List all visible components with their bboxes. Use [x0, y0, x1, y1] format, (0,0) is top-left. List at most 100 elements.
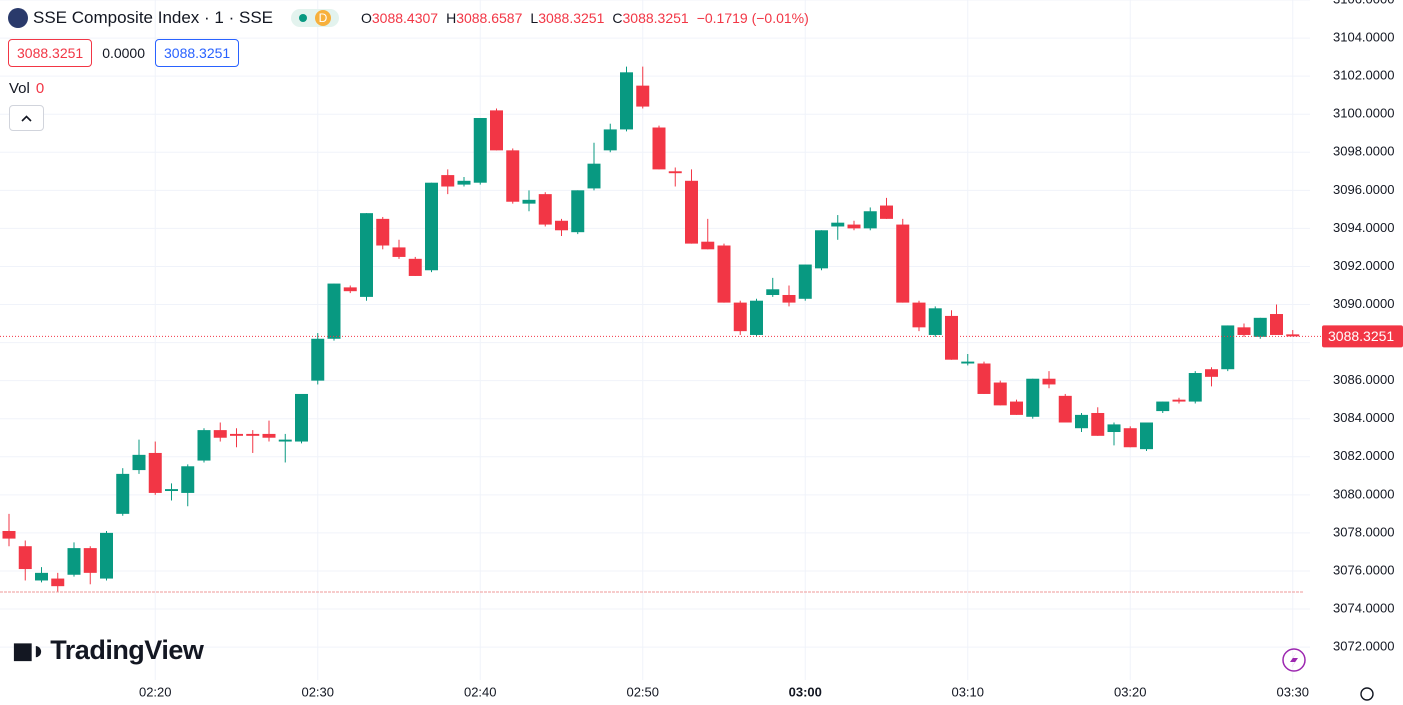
y-tick-label: 3100.0000: [1333, 106, 1394, 121]
candle-body: [1205, 369, 1218, 377]
candle-body: [831, 222, 845, 227]
value: 3088.3251: [622, 10, 689, 26]
candle-body: [506, 150, 520, 202]
candle-body: [230, 433, 243, 436]
y-tick-label: 3098.0000: [1333, 144, 1394, 159]
candle-body: [295, 393, 308, 442]
candle-body: [1188, 373, 1202, 402]
ohlc-close: C3088.3251: [612, 10, 688, 26]
candle-body: [490, 110, 503, 151]
candle-body: [343, 287, 357, 292]
candle-body: [1107, 424, 1121, 433]
candle-body: [555, 220, 568, 231]
logo: ◼◗ TradingView: [12, 635, 204, 666]
candle-body: [425, 182, 438, 271]
candle-body: [977, 363, 991, 394]
candle-body: [1156, 401, 1170, 412]
legend: SSE Composite Index · 1 · SSE D O3088.43…: [8, 8, 817, 28]
candle-body: [1026, 378, 1040, 417]
y-tick-label: 3086.0000: [1333, 372, 1394, 387]
candle-body: [408, 258, 422, 276]
candle-body: [100, 532, 113, 579]
candle-body: [1058, 395, 1072, 423]
price-boxes: 3088.3251 0.0000 3088.3251: [8, 39, 240, 67]
price-label: 3088.3251: [1328, 328, 1394, 344]
collapse-button[interactable]: [9, 105, 44, 131]
candle-body: [961, 361, 975, 364]
market-status[interactable]: D: [291, 9, 339, 27]
candle-body: [620, 72, 633, 130]
label: C: [612, 10, 623, 26]
candle-body: [1221, 325, 1235, 370]
ohlc-open: O3088.4307: [361, 10, 438, 26]
candle-body: [473, 117, 487, 183]
candle-body: [213, 430, 227, 438]
grid: [0, 0, 1310, 680]
candle-body: [538, 194, 552, 225]
value: 0: [35, 80, 45, 97]
y-tick-label: 3104.0000: [1333, 30, 1394, 45]
candle-body: [652, 127, 666, 170]
x-tick-label: 03:10: [951, 684, 984, 699]
candle-body: [782, 294, 796, 303]
candle-body: [1172, 399, 1186, 402]
settings-button[interactable]: [1360, 687, 1374, 701]
y-tick-label: 3078.0000: [1333, 524, 1394, 539]
label: H: [446, 10, 457, 26]
candle-body: [148, 452, 162, 493]
candle-body: [1123, 428, 1137, 448]
chevron: [21, 115, 32, 122]
whats-new-button: [1282, 648, 1306, 672]
candle-body: [1140, 422, 1153, 450]
candle-body: [2, 530, 16, 539]
change: −0.1719 (−0.01%): [696, 10, 809, 26]
y-tick-label: 3084.0000: [1333, 410, 1394, 425]
candle-body: [993, 382, 1007, 406]
y-tick-label: 3074.0000: [1333, 600, 1394, 615]
candle-body: [197, 430, 211, 461]
candle-body: [863, 211, 877, 229]
symbol-icon: [8, 8, 28, 28]
candle-body: [35, 572, 48, 581]
x-tick-label: 02:40: [464, 684, 497, 699]
candle-body: [522, 199, 536, 204]
candle-body: [360, 213, 373, 297]
candle-body: [733, 302, 747, 332]
candle-body: [457, 180, 471, 185]
label: Vol: [9, 80, 30, 97]
badge: D: [315, 10, 331, 26]
candle-body: [668, 171, 682, 174]
value: 3088.3251: [538, 10, 605, 26]
candle-body: [278, 439, 292, 442]
label: O: [361, 10, 372, 26]
candle-body: [83, 548, 97, 573]
candle-body: [571, 190, 585, 233]
status-dot: [299, 14, 307, 22]
label: L: [530, 10, 539, 26]
candle-body: [51, 578, 65, 587]
candle-body: [1010, 401, 1023, 415]
candle-body: [912, 302, 926, 328]
sell-price[interactable]: 3088.3251: [8, 39, 93, 67]
candle-body: [18, 546, 32, 570]
value: 3088.4307: [371, 10, 439, 26]
price-label-box: [1322, 325, 1403, 348]
candle-body: [587, 163, 601, 189]
logo-mark: ◼◗: [12, 635, 46, 665]
candle-body: [392, 247, 406, 257]
buy-price[interactable]: 3088.3251: [155, 39, 240, 67]
symbol-title[interactable]: SSE Composite Index · 1 · SSE: [33, 8, 273, 27]
x-tick-label: 02:20: [139, 684, 172, 699]
candle-body: [1075, 414, 1088, 429]
candle-body: [896, 224, 910, 303]
candle-body: [701, 241, 715, 250]
candle-body: [880, 205, 893, 219]
candle-body: [1091, 412, 1105, 436]
y-tick-label: 3094.0000: [1333, 220, 1394, 235]
y-tick-label: 3072.0000: [1333, 639, 1394, 654]
candle-body: [376, 218, 390, 246]
y-tick-label: 3080.0000: [1333, 486, 1394, 501]
y-tick-label: 3096.0000: [1333, 182, 1394, 197]
